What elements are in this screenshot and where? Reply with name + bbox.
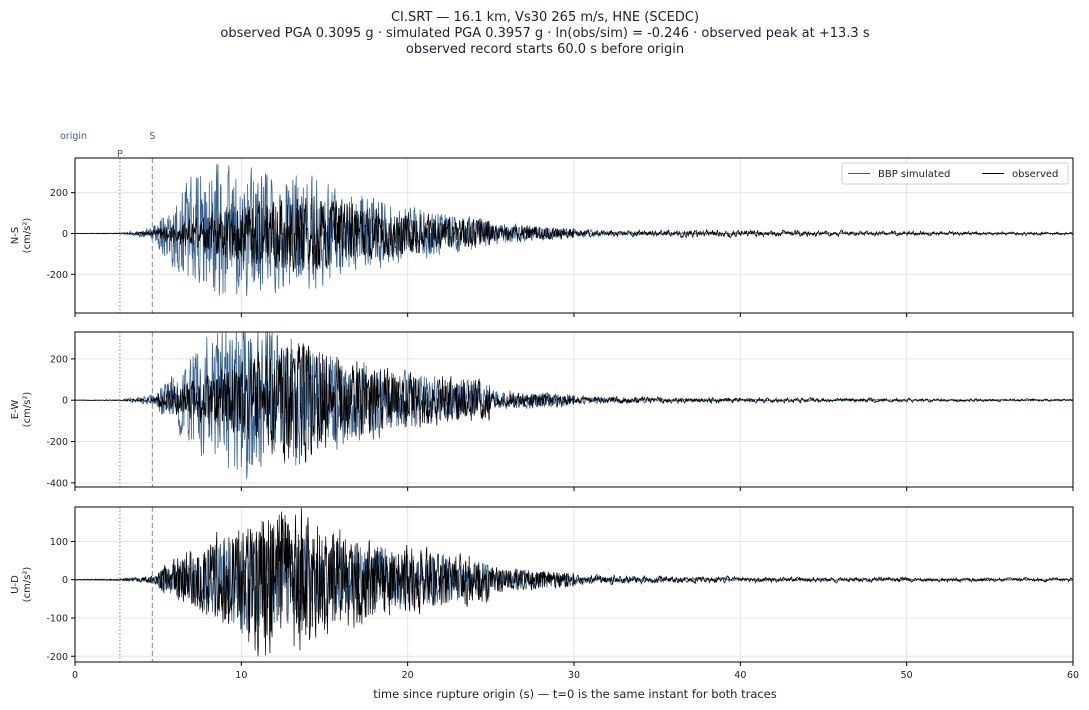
origin-label: origin bbox=[60, 131, 87, 142]
simulated-trace bbox=[75, 331, 1074, 479]
y-axis-unit: (cm/s²) bbox=[22, 218, 33, 254]
s-phase-label: S bbox=[149, 131, 155, 142]
x-tick-label: 40 bbox=[734, 670, 746, 681]
y-tick-label: -200 bbox=[46, 270, 68, 281]
figure-title-line3: observed record starts 60.0 s before ori… bbox=[406, 42, 684, 57]
panel-e-w: -400 -200 0 200 E-W (cm/s²) bbox=[10, 331, 1074, 491]
y-axis-unit: (cm/s²) bbox=[22, 567, 33, 603]
observed-trace bbox=[74, 508, 1074, 657]
y-tick-label: -200 bbox=[46, 652, 68, 663]
p-phase-label: P bbox=[117, 149, 123, 160]
y-tick-label: 0 bbox=[62, 575, 68, 586]
y-axis-unit: (cm/s²) bbox=[22, 392, 33, 428]
y-tick-label: 0 bbox=[62, 396, 68, 407]
y-tick-label: 0 bbox=[62, 229, 68, 240]
observed-trace bbox=[75, 196, 1074, 273]
x-tick-label: 60 bbox=[1067, 670, 1079, 681]
y-tick-label: 200 bbox=[50, 188, 68, 199]
x-tick-label: 20 bbox=[402, 670, 414, 681]
panel-n-s: -200 0 200 N-S (cm/s²) BBP simulated observed bbox=[10, 157, 1074, 317]
legend: BBP simulated observed bbox=[841, 162, 1069, 185]
y-tick-label: 100 bbox=[50, 537, 68, 548]
y-tick-label: 200 bbox=[50, 354, 68, 365]
y-tick-label: -100 bbox=[46, 613, 68, 624]
x-tick-label: 50 bbox=[901, 670, 913, 681]
panel-u-d: -200 -100 0 100 U-D (cm/s²) 0 10 20 30 40 50 60 bbox=[10, 506, 1079, 681]
figure-title-line2: observed PGA 0.3095 g · simulated PGA 0.… bbox=[220, 26, 869, 41]
legend-observed-label: observed bbox=[1012, 169, 1058, 180]
y-tick-label: -400 bbox=[46, 478, 68, 489]
y-axis-label: N-S bbox=[10, 227, 21, 244]
x-tick-label: 10 bbox=[235, 670, 247, 681]
observed-trace bbox=[74, 343, 1074, 463]
y-tick-label: -200 bbox=[46, 437, 68, 448]
legend-simulated-label: BBP simulated bbox=[878, 169, 950, 180]
y-axis-label: U-D bbox=[10, 575, 21, 594]
x-tick-label: 0 bbox=[72, 670, 78, 681]
legend-box bbox=[841, 162, 1069, 185]
x-axis-label: time since rupture origin (s) — t=0 is t… bbox=[373, 687, 777, 701]
x-tick-label: 30 bbox=[568, 670, 580, 681]
y-axis-label: E-W bbox=[10, 400, 21, 420]
figure-title-line1: CI.SRT — 16.1 km, Vs30 265 m/s, HNE (SCE… bbox=[391, 10, 699, 25]
